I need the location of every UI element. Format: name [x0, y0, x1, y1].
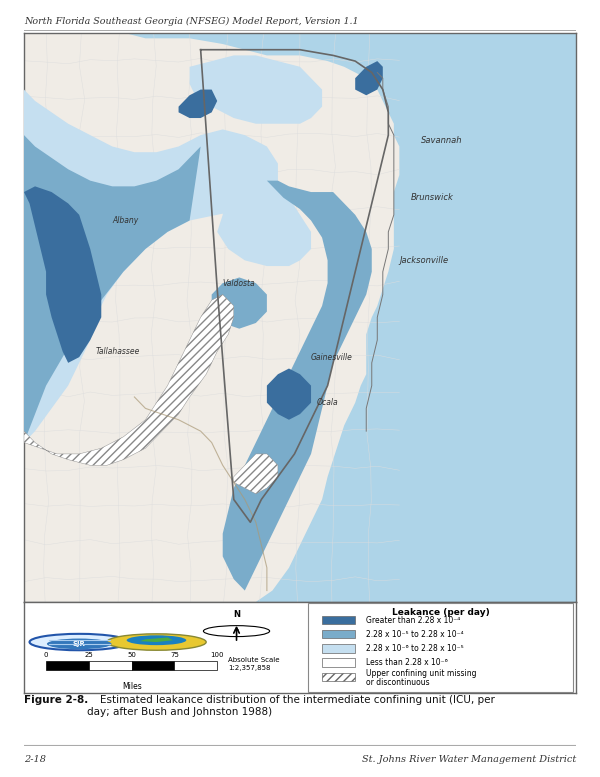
Text: or discontinuous: or discontinuous [366, 678, 430, 687]
Text: St. Johns River Water Management District: St. Johns River Water Management Distric… [362, 755, 576, 765]
Text: Leakance (per day): Leakance (per day) [392, 608, 490, 617]
Text: Figure 2-8.: Figure 2-8. [24, 695, 88, 705]
Polygon shape [267, 368, 311, 420]
Polygon shape [355, 61, 383, 96]
Text: Valdosta: Valdosta [223, 279, 256, 287]
Polygon shape [217, 181, 311, 266]
Text: Brunswick: Brunswick [410, 193, 453, 202]
Bar [46, 661, 89, 671]
Text: Less than 2.28 x 10⁻⁶: Less than 2.28 x 10⁻⁶ [366, 658, 448, 667]
Text: Miles: Miles [122, 682, 142, 692]
Text: Savannah: Savannah [421, 136, 463, 145]
Text: Albany: Albany [112, 216, 139, 225]
Text: 2.28 x 10⁻⁶ to 2.28 x 10⁻⁵: 2.28 x 10⁻⁶ to 2.28 x 10⁻⁵ [366, 644, 464, 653]
Polygon shape [223, 181, 372, 591]
Circle shape [127, 636, 186, 645]
Bar [322, 616, 355, 624]
Text: 100: 100 [211, 653, 224, 658]
Text: 2.28 x 10⁻⁵ to 2.28 x 10⁻⁴: 2.28 x 10⁻⁵ to 2.28 x 10⁻⁴ [366, 630, 464, 639]
Text: Greater than 2.28 x 10⁻⁴: Greater than 2.28 x 10⁻⁴ [366, 615, 460, 625]
Polygon shape [24, 186, 101, 363]
Text: Ocala: Ocala [317, 398, 338, 407]
Bar [175, 661, 217, 671]
Polygon shape [190, 55, 322, 124]
Bar [322, 630, 355, 639]
Polygon shape [179, 89, 217, 118]
Polygon shape [24, 89, 278, 443]
Text: Absolute Scale
1:2,357,858: Absolute Scale 1:2,357,858 [228, 657, 280, 671]
Text: 25: 25 [85, 653, 93, 658]
Circle shape [29, 634, 129, 650]
Text: Jacksonville: Jacksonville [400, 256, 448, 265]
Polygon shape [24, 135, 200, 443]
Bar [89, 661, 131, 671]
Text: 2-18: 2-18 [24, 755, 46, 765]
Bar [322, 658, 355, 667]
Text: N: N [233, 610, 240, 619]
Polygon shape [234, 454, 278, 493]
Bar [322, 644, 355, 653]
Text: North Florida Southeast Georgia (NFSEG) Model Report, Version 1.1: North Florida Southeast Georgia (NFSEG) … [24, 16, 359, 26]
Text: ↑: ↑ [232, 628, 241, 638]
Text: Upper confining unit missing: Upper confining unit missing [366, 668, 477, 678]
Polygon shape [24, 294, 234, 465]
Text: Estimated leakance distribution of the intermediate confining unit (ICU, per
day: Estimated leakance distribution of the i… [88, 695, 496, 717]
Text: SJR: SJR [73, 641, 86, 647]
Text: 50: 50 [127, 653, 136, 658]
Text: Tallahassee: Tallahassee [96, 347, 140, 356]
Polygon shape [140, 637, 173, 642]
Text: Gainesville: Gainesville [311, 353, 353, 361]
Text: 75: 75 [170, 653, 179, 658]
Circle shape [47, 639, 112, 650]
Circle shape [107, 634, 206, 650]
Bar [322, 673, 355, 681]
Text: 0: 0 [44, 653, 49, 658]
Polygon shape [212, 277, 267, 329]
Bar [131, 661, 175, 671]
FancyBboxPatch shape [308, 603, 573, 692]
Polygon shape [24, 33, 400, 602]
